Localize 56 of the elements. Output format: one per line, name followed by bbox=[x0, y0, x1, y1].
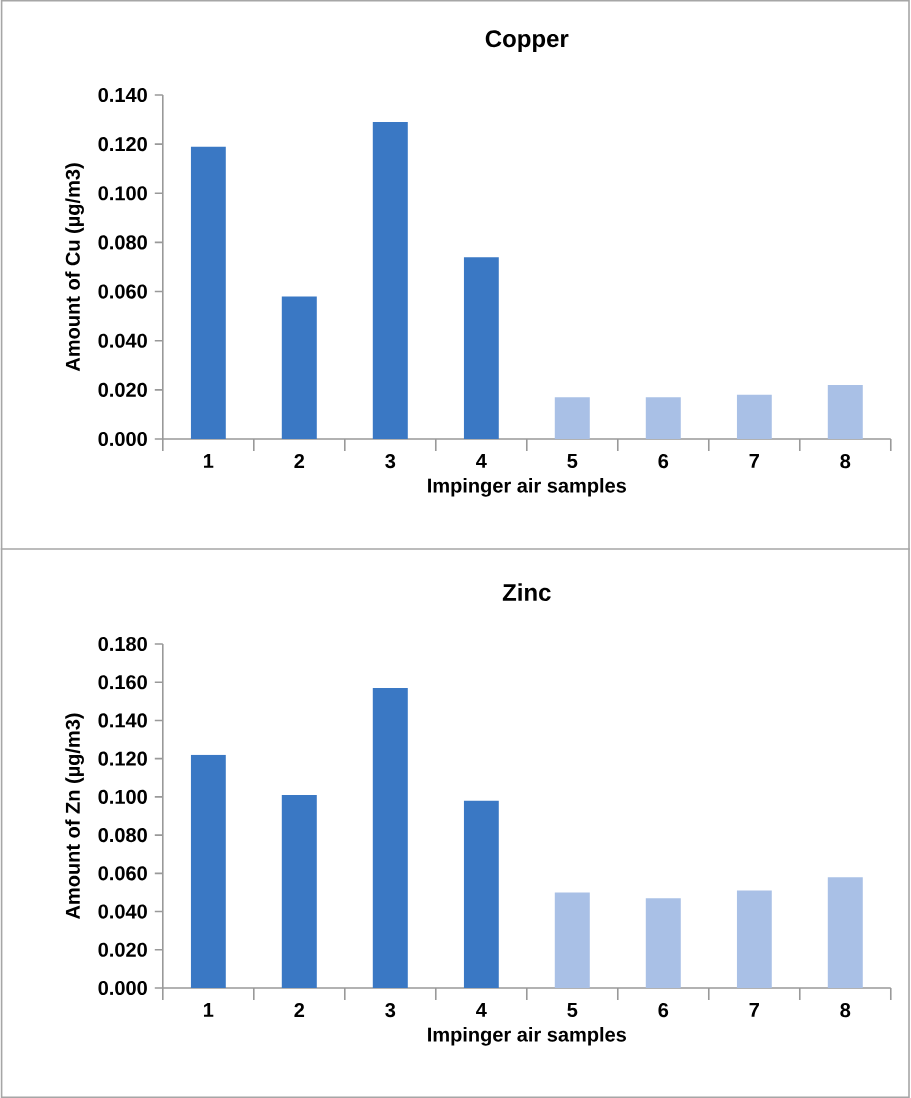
bar bbox=[645, 898, 681, 988]
bar bbox=[282, 794, 317, 988]
x-tick-label: 6 bbox=[658, 1003, 669, 1018]
bar bbox=[282, 296, 317, 439]
y-axis-title: Amount of Cu (µg/m3) bbox=[65, 163, 85, 372]
bar bbox=[645, 397, 681, 439]
y-tick-label: 0.120 bbox=[98, 137, 148, 152]
x-tick-label: 8 bbox=[840, 454, 851, 469]
bar bbox=[191, 754, 226, 988]
bar bbox=[463, 800, 499, 988]
x-tick-label: 8 bbox=[840, 1003, 851, 1018]
x-tick-label: 3 bbox=[385, 1003, 396, 1018]
y-tick-label: 0.040 bbox=[98, 333, 148, 348]
y-tick-label: 0.060 bbox=[98, 284, 148, 299]
x-axis-title: Impinger air samples bbox=[428, 477, 627, 497]
bar bbox=[827, 384, 863, 439]
bar bbox=[373, 687, 408, 988]
y-tick-label: 0.140 bbox=[98, 713, 148, 728]
y-tick-label: 0.100 bbox=[98, 789, 148, 804]
x-tick-label: 2 bbox=[294, 1003, 305, 1018]
y-tick-label: 0.080 bbox=[98, 828, 148, 843]
y-tick-label: 0.140 bbox=[98, 87, 148, 103]
x-tick-label: 4 bbox=[476, 1003, 487, 1017]
x-tick-label: 5 bbox=[567, 454, 578, 469]
x-tick-label: 5 bbox=[567, 1003, 578, 1018]
x-tick-label: 1 bbox=[204, 1003, 214, 1017]
x-axis-title: Impinger air samples bbox=[428, 1026, 627, 1046]
y-tick-label: 0.000 bbox=[98, 431, 148, 447]
y-tick-label: 0.100 bbox=[98, 186, 148, 201]
x-tick-label: 6 bbox=[658, 454, 669, 469]
bar bbox=[554, 892, 590, 988]
x-tick-label: 4 bbox=[476, 454, 487, 468]
y-tick-label: 0.040 bbox=[98, 904, 148, 919]
y-tick-label: 0.020 bbox=[98, 382, 148, 397]
y-axis-title: Amount of Zn (µg/m3) bbox=[65, 713, 85, 920]
y-tick-label: 0.160 bbox=[98, 675, 148, 690]
y-tick-label: 0.020 bbox=[98, 942, 148, 957]
bar bbox=[463, 257, 499, 439]
y-tick-label: 0.000 bbox=[98, 980, 148, 996]
x-tick-label: 7 bbox=[749, 454, 760, 468]
y-tick-label: 0.060 bbox=[98, 866, 148, 881]
bar bbox=[736, 394, 772, 439]
y-tick-label: 0.120 bbox=[98, 751, 148, 766]
x-tick-label: 7 bbox=[749, 1003, 760, 1017]
y-tick-label: 0.080 bbox=[98, 235, 148, 250]
x-tick-label: 2 bbox=[294, 454, 305, 469]
bar bbox=[736, 890, 772, 988]
y-tick-label: 0.180 bbox=[98, 636, 148, 652]
bar bbox=[191, 146, 226, 439]
bar bbox=[827, 877, 863, 988]
x-tick-label: 3 bbox=[385, 454, 396, 469]
chart-title: Zinc bbox=[503, 583, 551, 601]
bar bbox=[554, 397, 590, 439]
bar bbox=[373, 122, 408, 439]
x-tick-label: 1 bbox=[204, 454, 214, 468]
chart-title: Copper bbox=[485, 30, 569, 52]
